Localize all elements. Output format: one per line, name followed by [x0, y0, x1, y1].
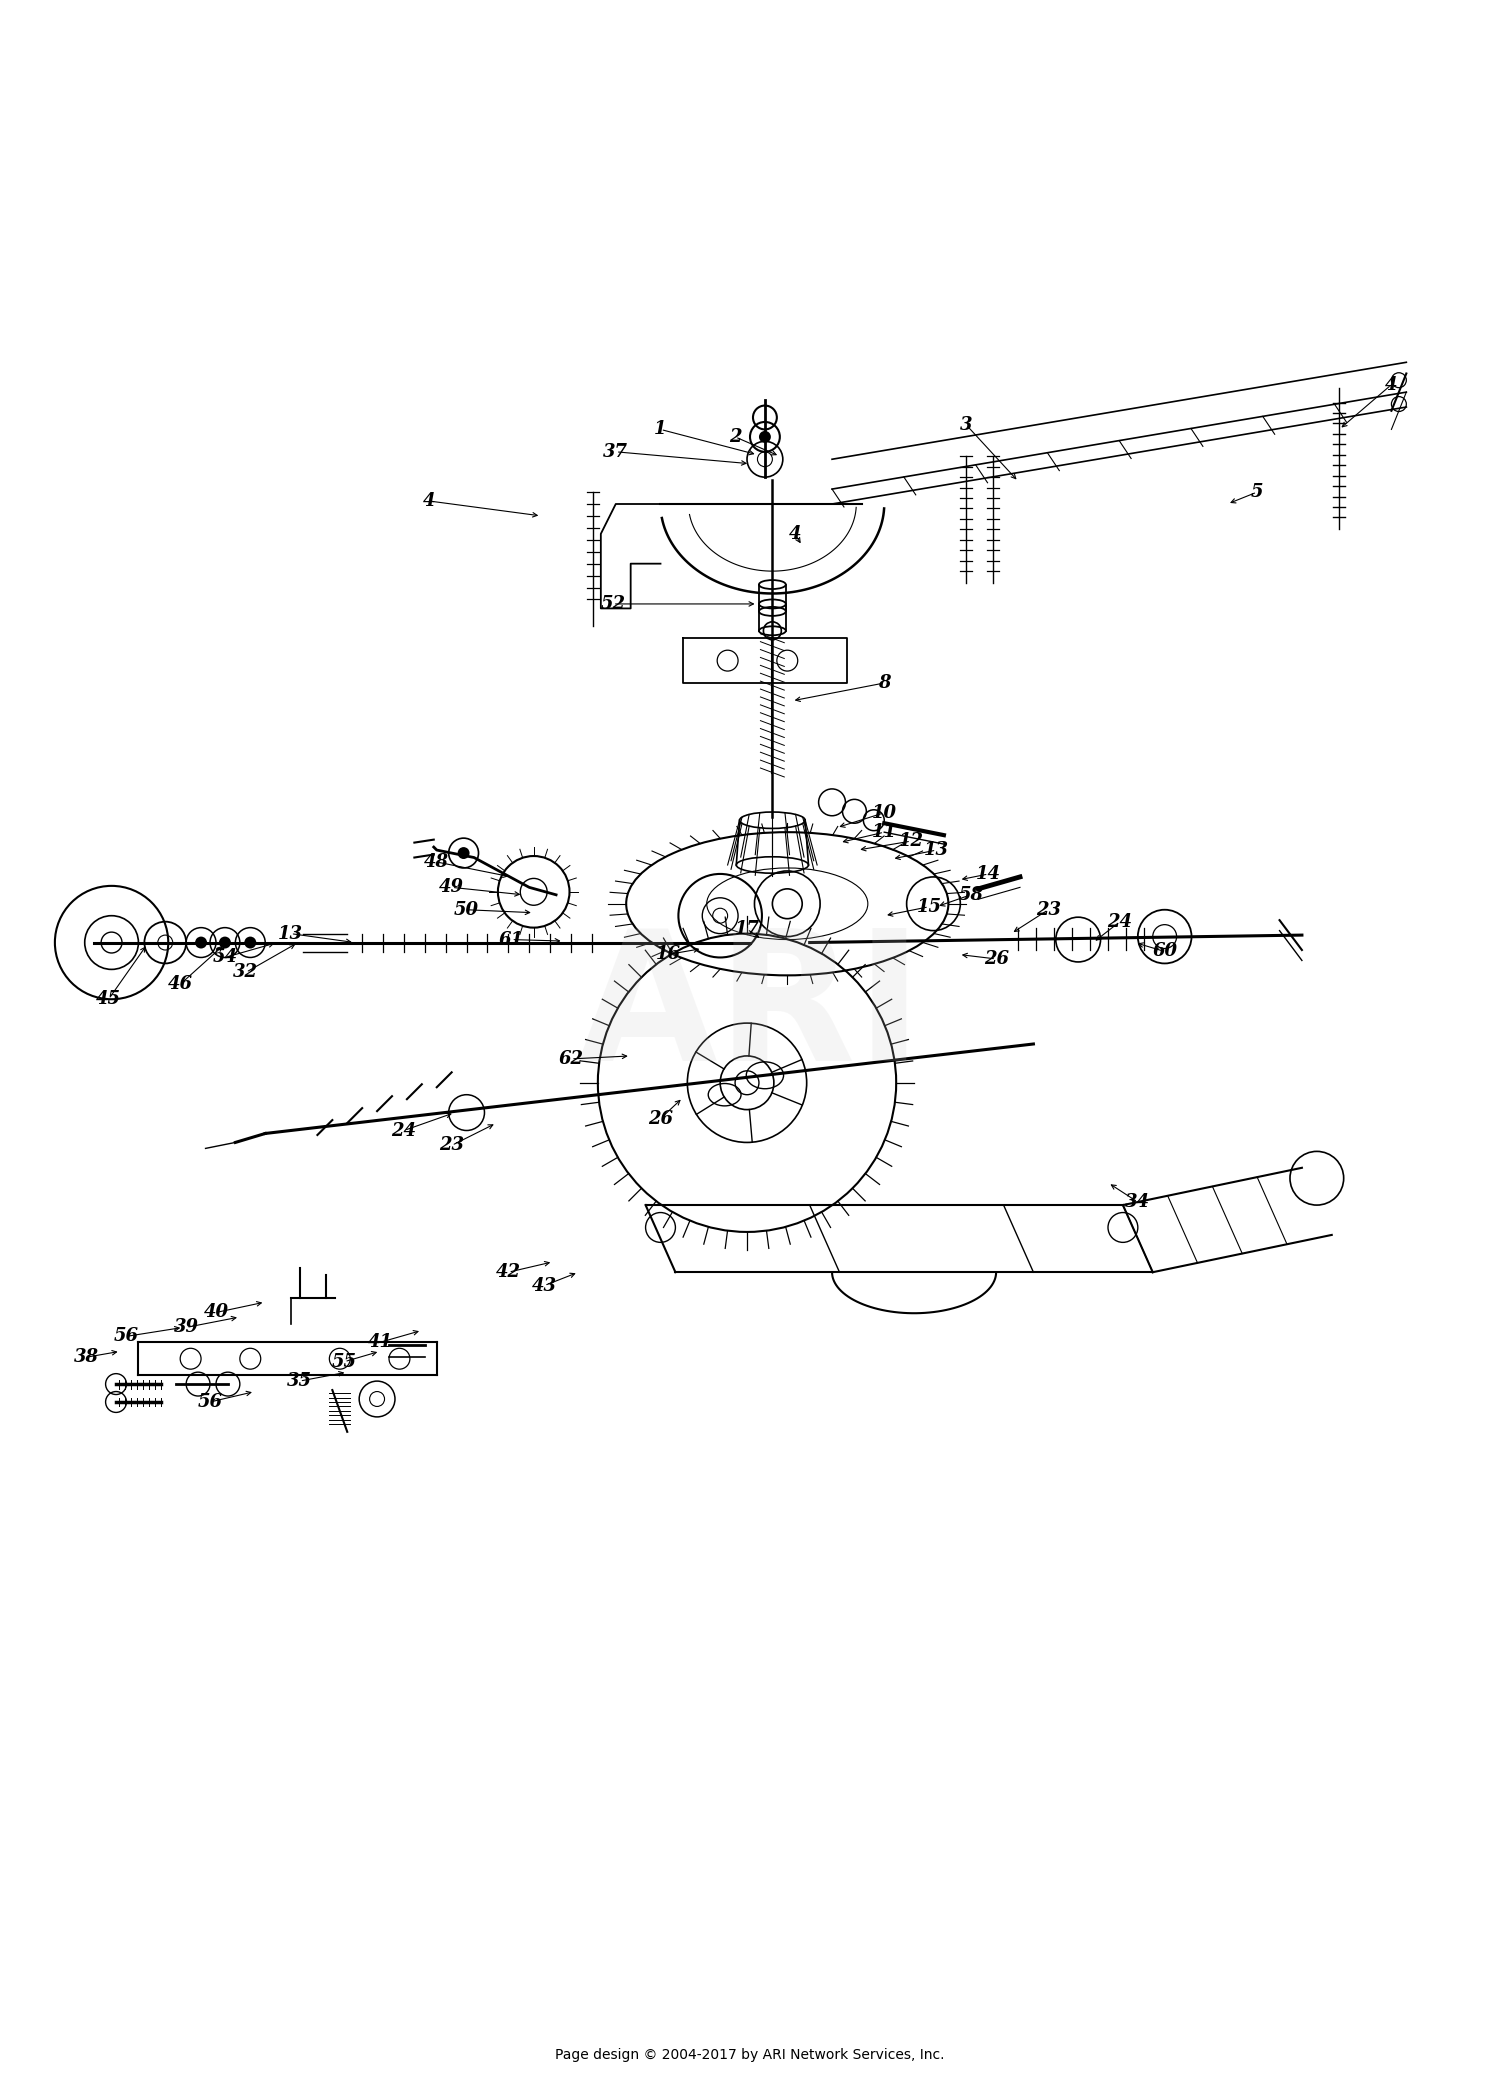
Text: 60: 60 [1152, 943, 1178, 960]
Text: 15: 15 [916, 897, 942, 916]
Text: 42: 42 [496, 1264, 520, 1280]
Text: 13: 13 [924, 841, 950, 860]
Text: 41: 41 [368, 1332, 393, 1351]
Text: 48: 48 [424, 854, 448, 870]
Text: 16: 16 [656, 945, 681, 964]
Text: 23: 23 [440, 1137, 464, 1153]
Text: 23: 23 [1036, 902, 1060, 918]
Text: 4: 4 [789, 525, 801, 543]
Text: 55: 55 [332, 1353, 357, 1370]
Text: 10: 10 [871, 804, 897, 822]
Text: 4: 4 [1384, 375, 1398, 393]
Text: 37: 37 [603, 443, 628, 460]
Text: 26: 26 [648, 1110, 674, 1128]
Text: 50: 50 [454, 902, 478, 918]
Text: 13: 13 [278, 924, 303, 943]
Text: 11: 11 [871, 822, 897, 841]
Circle shape [244, 937, 256, 949]
Text: 1: 1 [654, 421, 666, 439]
Text: 54: 54 [213, 949, 237, 966]
Text: 5: 5 [1251, 483, 1263, 502]
Text: 45: 45 [96, 991, 122, 1008]
Text: 43: 43 [531, 1276, 556, 1295]
Text: 12: 12 [898, 833, 924, 849]
Circle shape [759, 431, 771, 443]
Text: 58: 58 [958, 885, 984, 904]
Circle shape [458, 847, 470, 860]
Text: 35: 35 [286, 1372, 312, 1391]
Text: 14: 14 [976, 864, 1000, 883]
Text: 2: 2 [729, 429, 741, 446]
Circle shape [219, 937, 231, 949]
Text: 56: 56 [114, 1328, 140, 1345]
Text: 62: 62 [558, 1049, 584, 1068]
Text: ARI: ARI [578, 922, 922, 1099]
Circle shape [195, 937, 207, 949]
Text: Page design © 2004-2017 by ARI Network Services, Inc.: Page design © 2004-2017 by ARI Network S… [555, 2049, 945, 2061]
Text: 56: 56 [198, 1393, 222, 1412]
Text: 24: 24 [392, 1122, 417, 1139]
Text: 52: 52 [600, 595, 625, 612]
Text: 39: 39 [174, 1318, 198, 1337]
Text: 49: 49 [440, 879, 464, 897]
Text: 3: 3 [960, 416, 972, 433]
Text: 17: 17 [735, 920, 759, 939]
Text: 40: 40 [204, 1303, 228, 1322]
Text: 24: 24 [1107, 912, 1132, 931]
Text: 26: 26 [984, 949, 1008, 968]
Text: 61: 61 [500, 931, 523, 949]
Text: 8: 8 [878, 675, 891, 691]
Text: 32: 32 [234, 964, 258, 981]
Text: 38: 38 [74, 1349, 99, 1366]
Text: 46: 46 [168, 974, 192, 993]
Text: 4: 4 [423, 491, 435, 510]
Text: 34: 34 [1125, 1193, 1150, 1212]
